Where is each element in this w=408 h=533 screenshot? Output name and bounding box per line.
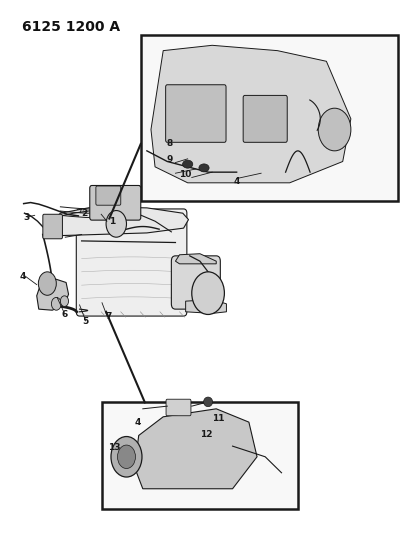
Text: 5: 5 (82, 318, 89, 326)
Polygon shape (175, 254, 216, 264)
Polygon shape (135, 409, 257, 489)
FancyBboxPatch shape (141, 35, 398, 201)
FancyBboxPatch shape (96, 186, 121, 205)
FancyBboxPatch shape (90, 185, 141, 220)
Ellipse shape (199, 164, 209, 172)
Text: 10: 10 (180, 171, 192, 179)
Text: 11: 11 (212, 414, 225, 423)
Text: 9: 9 (166, 156, 173, 164)
Circle shape (60, 296, 69, 306)
FancyBboxPatch shape (166, 399, 191, 416)
Ellipse shape (182, 160, 193, 168)
Ellipse shape (204, 397, 213, 407)
Circle shape (192, 272, 224, 314)
Text: 4: 4 (135, 418, 141, 426)
Polygon shape (151, 45, 351, 183)
Text: 3: 3 (24, 213, 30, 222)
Circle shape (111, 437, 142, 477)
Circle shape (106, 211, 126, 237)
Text: 1: 1 (109, 217, 115, 226)
Circle shape (318, 108, 351, 151)
Text: 12: 12 (200, 430, 213, 439)
Polygon shape (37, 278, 69, 310)
FancyBboxPatch shape (43, 214, 62, 239)
FancyBboxPatch shape (76, 209, 187, 316)
FancyBboxPatch shape (166, 85, 226, 142)
Text: 2: 2 (82, 209, 88, 217)
FancyBboxPatch shape (171, 256, 220, 309)
FancyBboxPatch shape (243, 95, 287, 142)
Circle shape (38, 272, 56, 295)
Text: 4: 4 (20, 272, 26, 280)
Text: 7: 7 (105, 312, 112, 321)
Text: 4: 4 (233, 177, 240, 185)
Text: 6125 1200 A: 6125 1200 A (22, 20, 121, 34)
Polygon shape (44, 207, 188, 236)
FancyBboxPatch shape (102, 402, 298, 509)
Circle shape (51, 297, 61, 310)
Text: 6: 6 (61, 310, 67, 319)
Polygon shape (186, 300, 226, 313)
Text: 13: 13 (108, 443, 121, 452)
Circle shape (118, 445, 135, 469)
Text: 8: 8 (166, 140, 173, 148)
